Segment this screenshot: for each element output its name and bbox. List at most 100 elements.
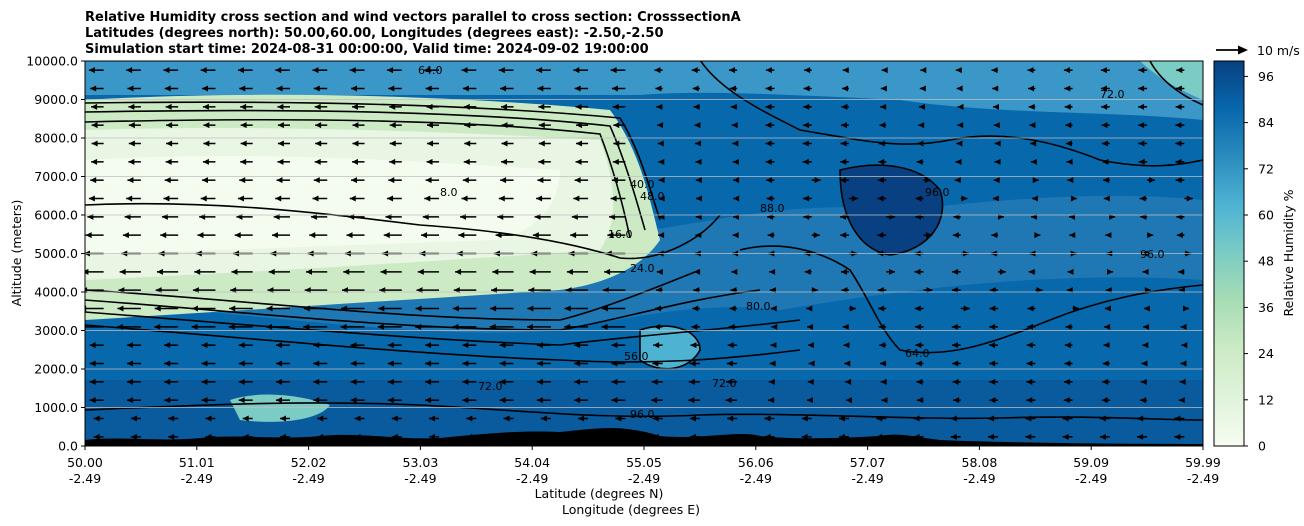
wind-vector-head xyxy=(239,177,246,184)
wind-vector-head xyxy=(314,158,321,165)
wind-vector-head xyxy=(275,360,282,367)
wind-vector-head xyxy=(203,140,210,147)
wind-vector-head xyxy=(537,85,544,92)
wind-vector-head xyxy=(845,378,852,385)
wind-vector-head xyxy=(461,67,468,74)
wind-vector-head xyxy=(842,67,849,74)
wind-vector-head xyxy=(351,177,358,184)
wind-vector-head xyxy=(1176,232,1183,239)
wind-vector-head xyxy=(575,158,582,165)
wind-vector-head xyxy=(1103,195,1110,202)
wind-vector-head xyxy=(391,415,398,422)
x-tick-label-lon: -2.49 xyxy=(292,471,324,486)
wind-vector-head xyxy=(807,378,814,385)
wind-vector-head xyxy=(838,415,845,422)
wind-vector-head xyxy=(1030,140,1037,147)
wind-vector-head xyxy=(692,305,699,312)
x-tick-label-lon: -2.49 xyxy=(963,471,995,486)
wind-vector-head xyxy=(881,67,888,74)
y-tick-label: 7000.0 xyxy=(34,169,78,184)
wind-vector-head xyxy=(1138,67,1145,74)
x-tick-label-lat: 56.06 xyxy=(738,455,774,470)
wind-vector-head xyxy=(464,140,471,147)
wind-vector-head xyxy=(1065,122,1072,129)
wind-vector-head xyxy=(611,360,618,367)
wind-vector-head xyxy=(352,140,359,147)
wind-vector-head xyxy=(612,103,619,110)
wind-vector-head xyxy=(425,342,432,349)
wind-vector-head xyxy=(1105,232,1112,239)
wind-vector-head xyxy=(166,140,173,147)
wind-vector-head xyxy=(952,232,959,239)
wind-vector-head xyxy=(378,305,385,312)
wind-vector-head xyxy=(1062,433,1069,440)
wind-vector-head xyxy=(228,323,235,330)
x-tick-label-lon: -2.49 xyxy=(516,471,548,486)
wind-vector-head xyxy=(415,323,422,330)
rh-core-dark xyxy=(840,165,943,255)
wind-vector-head xyxy=(1102,360,1109,367)
wind-vector-head xyxy=(425,177,432,184)
wind-vector-head xyxy=(536,360,543,367)
wind-vector-head xyxy=(994,158,1001,165)
wind-vector-head xyxy=(164,360,171,367)
wind-vector-head xyxy=(950,433,957,440)
wind-vector-head xyxy=(880,378,887,385)
wind-vector-head xyxy=(1104,323,1111,330)
wind-vector-head xyxy=(690,342,697,349)
wind-vector-head xyxy=(611,177,618,184)
x-tick-label-lon: -2.49 xyxy=(628,471,660,486)
wind-vector-head xyxy=(695,232,702,239)
wind-vector-head xyxy=(303,305,310,312)
wind-vector-head xyxy=(499,360,506,367)
wind-vector-head xyxy=(956,85,963,92)
wind-vector-head xyxy=(303,323,310,330)
wind-vector-head xyxy=(879,342,886,349)
wind-vector-head xyxy=(841,103,848,110)
wind-vector-head xyxy=(313,85,320,92)
wind-vector-head xyxy=(658,195,665,202)
wind-vector-head xyxy=(889,268,896,275)
wind-vector-head xyxy=(89,342,96,349)
wind-vector-head xyxy=(126,360,133,367)
wind-vector-head xyxy=(655,305,662,312)
wind-vector-head xyxy=(536,378,543,385)
wind-vector-head xyxy=(1063,67,1070,74)
wind-vector-head xyxy=(994,140,1001,147)
y-axis-label: Altitude (meters) xyxy=(9,200,24,307)
wind-vector-head xyxy=(90,177,97,184)
quiver-key-arrowhead xyxy=(1238,45,1248,55)
wind-vector-head xyxy=(389,140,396,147)
wind-vector-head xyxy=(878,158,885,165)
wind-vector-head xyxy=(386,67,393,74)
contour-line xyxy=(85,289,761,331)
wind-vector-head xyxy=(1065,323,1072,330)
wind-vector-head xyxy=(691,323,698,330)
wind-vector-head xyxy=(655,85,662,92)
wind-vector-head xyxy=(1174,415,1181,422)
wind-vector-head xyxy=(1103,342,1110,349)
y-tick-label: 10000.0 xyxy=(26,54,78,69)
wind-vector-head xyxy=(651,378,658,385)
wind-vector-head xyxy=(814,177,821,184)
wind-vector-head xyxy=(463,158,470,165)
wind-vector-head xyxy=(1140,397,1147,404)
x-tick-label-lat: 50.00 xyxy=(67,455,103,470)
wind-vector-head xyxy=(733,195,740,202)
wind-vector-head xyxy=(611,397,618,404)
wind-vector-head xyxy=(314,103,321,110)
wind-vector-head xyxy=(276,85,283,92)
wind-vector-head xyxy=(653,342,660,349)
wind-vector-head xyxy=(1175,158,1182,165)
y-axis: 0.0 1000.0 2000.0 3000.0 4000.0 5000.0 6000.0 7… xyxy=(26,54,85,454)
grid-lines xyxy=(85,61,1203,446)
wind-vector-head xyxy=(201,177,208,184)
wind-vector-head xyxy=(462,342,469,349)
x-tick-label-lat: 54.04 xyxy=(514,455,550,470)
colorbar-tick-label: 12 xyxy=(1258,392,1274,407)
wind-vector-head xyxy=(1070,195,1077,202)
wind-vector-head xyxy=(688,378,695,385)
wind-vector-head xyxy=(574,85,581,92)
wind-vector-head xyxy=(93,433,100,440)
wind-vector-head xyxy=(425,85,432,92)
